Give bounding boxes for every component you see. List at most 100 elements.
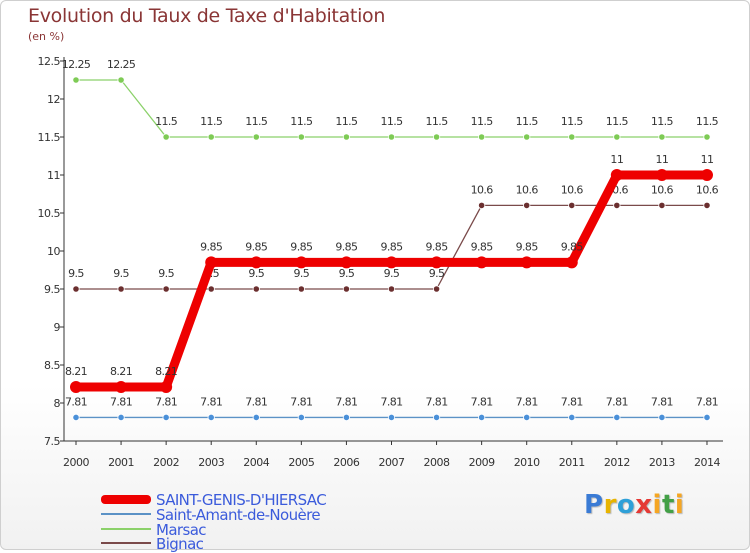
x-tick-label: 2012 — [604, 456, 630, 469]
data-point-saint-amant-de-nou-re — [613, 413, 621, 422]
x-tick-label: 2005 — [288, 456, 314, 469]
y-tick-label: 12.5 — [38, 55, 61, 68]
data-point-saint-amant-de-nou-re — [162, 413, 170, 422]
data-label-saint-genis-d-hiersac: 9.85 — [380, 240, 403, 253]
data-label-saint-amant-de-nou-re: 7.81 — [696, 395, 718, 408]
data-point-bignac — [432, 285, 441, 293]
data-label-bignac: 9.5 — [339, 267, 355, 280]
data-label-saint-genis-d-hiersac: 9.85 — [245, 240, 268, 253]
data-point-saint-genis-d-hiersac — [205, 256, 218, 269]
data-point-saint-amant-de-nou-re — [387, 413, 396, 422]
logo-letter: P — [584, 490, 604, 520]
data-point-saint-genis-d-hiersac — [340, 256, 353, 269]
data-point-saint-genis-d-hiersac — [250, 256, 263, 269]
data-point-marsac — [478, 133, 486, 141]
data-point-saint-genis-d-hiersac — [115, 381, 128, 394]
proxiti-logo: Proxiti — [584, 490, 684, 520]
x-tick-label: 2002 — [153, 456, 179, 469]
data-label-saint-amant-de-nou-re: 7.81 — [335, 395, 357, 408]
data-label-saint-genis-d-hiersac: 9.85 — [200, 240, 223, 253]
data-label-bignac: 9.5 — [113, 267, 129, 280]
data-point-bignac — [252, 285, 260, 293]
data-label-marsac: 11.5 — [245, 115, 268, 128]
data-point-marsac — [658, 133, 666, 141]
data-point-saint-amant-de-nou-re — [432, 413, 441, 422]
data-label-saint-genis-d-hiersac: 9.85 — [561, 240, 584, 253]
data-point-marsac — [523, 133, 531, 141]
data-point-saint-genis-d-hiersac — [700, 169, 713, 181]
data-point-bignac — [523, 201, 531, 209]
data-label-marsac: 11.5 — [516, 115, 539, 128]
legend-label: Marsac — [156, 521, 207, 539]
data-label-marsac: 11.5 — [426, 115, 449, 128]
data-point-saint-genis-d-hiersac — [430, 256, 443, 269]
data-label-bignac: 9.5 — [158, 267, 174, 280]
x-tick-label: 2004 — [243, 456, 269, 469]
x-tick-label: 2008 — [424, 456, 450, 469]
data-label-saint-amant-de-nou-re: 7.81 — [426, 395, 448, 408]
data-point-bignac — [613, 201, 621, 209]
data-point-saint-genis-d-hiersac — [655, 169, 668, 181]
data-label-marsac: 11.5 — [335, 115, 358, 128]
data-label-saint-genis-d-hiersac: 9.85 — [426, 240, 449, 253]
data-label-saint-genis-d-hiersac: 9.85 — [516, 240, 539, 253]
data-point-bignac — [207, 285, 215, 293]
data-label-saint-amant-de-nou-re: 7.81 — [606, 395, 628, 408]
x-tick-label: 2000 — [63, 456, 89, 469]
legend-label: Bignac — [156, 535, 204, 553]
x-tick-label: 2001 — [108, 456, 134, 469]
data-label-bignac: 10.6 — [696, 183, 719, 196]
data-point-bignac — [162, 285, 170, 293]
data-label-saint-amant-de-nou-re: 7.81 — [380, 395, 402, 408]
data-point-saint-genis-d-hiersac — [520, 256, 533, 269]
data-point-marsac — [568, 133, 576, 141]
y-tick-label: 10.5 — [38, 207, 61, 220]
data-label-bignac: 9.5 — [293, 267, 309, 280]
data-label-marsac: 12.25 — [62, 58, 91, 71]
legend-swatch — [101, 528, 151, 530]
data-label-marsac: 11.5 — [561, 115, 584, 128]
data-label-saint-amant-de-nou-re: 7.81 — [155, 395, 177, 408]
data-point-saint-amant-de-nou-re — [72, 413, 80, 422]
x-tick-label: 2010 — [514, 456, 540, 469]
data-label-marsac: 11.5 — [155, 115, 178, 128]
data-label-marsac: 11.5 — [380, 115, 403, 128]
legend-swatch — [101, 542, 151, 544]
logo-letter: t — [661, 490, 675, 520]
data-label-marsac: 11.5 — [651, 115, 674, 128]
data-label-bignac: 10.6 — [561, 183, 584, 196]
y-tick-label: 10 — [47, 245, 60, 258]
data-point-bignac — [117, 285, 125, 293]
x-tick-label: 2003 — [198, 456, 224, 469]
x-tick-label: 2013 — [649, 456, 675, 469]
y-tick-label: 8 — [54, 397, 61, 410]
data-point-saint-amant-de-nou-re — [297, 413, 305, 422]
data-label-saint-genis-d-hiersac: 11 — [656, 153, 669, 166]
data-label-bignac: 9.5 — [68, 267, 84, 280]
data-point-bignac — [387, 285, 396, 293]
logo-letter: i — [674, 490, 685, 520]
data-point-saint-amant-de-nou-re — [342, 413, 351, 422]
data-point-bignac — [658, 201, 666, 209]
data-point-saint-genis-d-hiersac — [475, 256, 488, 269]
data-label-bignac: 9.5 — [384, 267, 400, 280]
data-label-saint-amant-de-nou-re: 7.81 — [651, 395, 673, 408]
data-point-bignac — [478, 201, 486, 209]
data-label-saint-amant-de-nou-re: 7.81 — [290, 395, 312, 408]
data-label-marsac: 11.5 — [696, 115, 719, 128]
data-label-bignac: 9.5 — [429, 267, 445, 280]
data-label-saint-amant-de-nou-re: 7.81 — [245, 395, 267, 408]
data-point-saint-genis-d-hiersac — [610, 169, 623, 181]
data-label-marsac: 11.5 — [200, 115, 223, 128]
data-point-marsac — [432, 133, 441, 141]
y-axis-unit: (en %) — [28, 30, 65, 43]
data-label-saint-amant-de-nou-re: 7.81 — [200, 395, 222, 408]
data-label-bignac: 9.5 — [248, 267, 264, 280]
data-label-saint-genis-d-hiersac: 8.21 — [155, 365, 177, 378]
data-label-marsac: 11.5 — [471, 115, 494, 128]
y-tick-label: 11 — [47, 169, 60, 182]
data-point-saint-amant-de-nou-re — [252, 413, 260, 422]
y-tick-label: 12 — [47, 93, 60, 106]
y-tick-label: 8.5 — [44, 359, 60, 372]
data-label-bignac: 10.6 — [516, 183, 539, 196]
